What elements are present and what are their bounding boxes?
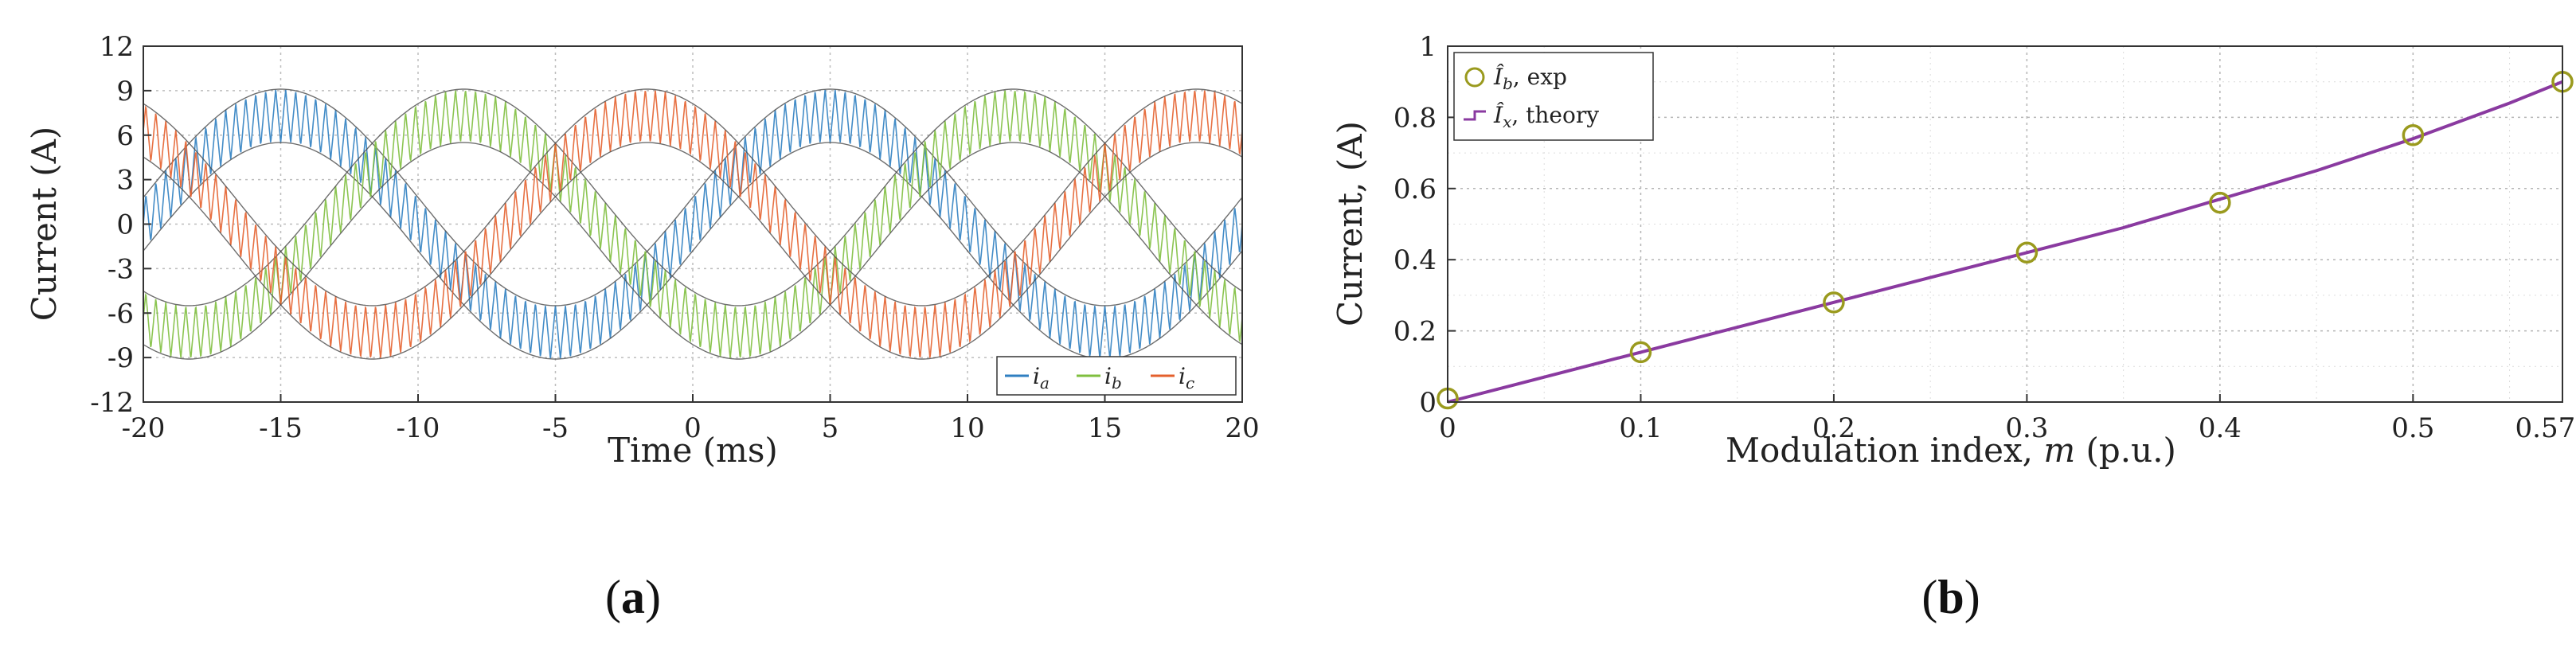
legend-ia-label: ia	[1033, 363, 1050, 392]
series-ic-envelope	[143, 88, 1243, 307]
plot-a-legend: ia ib ic	[996, 356, 1237, 396]
plot-b-curves	[1437, 70, 2574, 410]
plot-a-ytick-label: 3	[116, 165, 134, 197]
series-ia-line	[143, 89, 1243, 359]
plot-a-ytick-label: -3	[107, 253, 134, 285]
series-ib-exp-point	[1823, 291, 1845, 314]
panel-a: -20 -15 -10 -5 0 5 10 15 20 12 9 6 3 0 -3 -6 -9 -12 Time …	[25, 31, 1260, 623]
plot-b-xtick-label: 0.4	[2199, 412, 2242, 444]
plot-b-legend: Îb, exp Îx, theory	[1453, 52, 1654, 141]
legend-ic-label: ic	[1179, 363, 1194, 392]
series-ib-exp-point	[2015, 241, 2039, 264]
plot-a-ytick-label: 6	[116, 120, 134, 152]
plot-b-xtick-label: 0.2	[1812, 412, 1855, 444]
series-ib-exp-point	[1629, 341, 1652, 364]
legend-ib-label: ib	[1104, 363, 1122, 392]
series-ia-envelope	[143, 88, 1243, 307]
caption-a: (a)	[605, 571, 661, 623]
plot-a-ytick-label: -12	[90, 387, 134, 419]
plot-a-ytick-label: -9	[107, 342, 134, 374]
plot-a-ytick-label: 12	[100, 31, 134, 63]
series-ib-exp-point	[2209, 191, 2231, 214]
series-ia-envelope	[143, 142, 1243, 360]
plot-b-xlabel: Modulation index, m (p.u.)	[1726, 431, 2176, 470]
plot-b-ticks: 0 0.1 0.2 0.3 0.4 0.5 0.5774 0 0.2 0.4 0.6 0.8 1	[1394, 31, 2576, 444]
plot-b-ytick-label: 0	[1419, 387, 1437, 419]
series-ib-envelope	[143, 88, 1243, 307]
plot-b-ytick-label: 1	[1419, 31, 1437, 63]
plot-a-xtick-label: -10	[397, 412, 440, 444]
plot-a-ylabel: Current (A)	[25, 127, 64, 322]
legend-b-box	[1453, 52, 1654, 141]
plot-a-xtick-label: -20	[122, 412, 166, 444]
plot-a-ytick-label: -6	[107, 298, 134, 330]
plot-b-ytick-label: 0.2	[1394, 316, 1437, 348]
plot-a-xtick-label: 0	[684, 412, 702, 444]
plot-a-xtick-label: 15	[1088, 412, 1122, 444]
plot-b-ytick-label: 0.4	[1394, 244, 1437, 276]
legend-a-box	[996, 356, 1237, 396]
series-ib-line	[143, 90, 1243, 358]
series-ix-theory-line	[1447, 80, 2563, 404]
panel-b: 0 0.1 0.2 0.3 0.4 0.5 0.5774 0 0.2 0.4 0.6 0.8 1 Mod…	[1331, 31, 2576, 623]
series-ic-line	[143, 90, 1243, 358]
plot-b-xtick-label: 0.5774	[2515, 412, 2576, 444]
plot-b-ytick-label: 0.6	[1394, 174, 1437, 205]
plot-a-xtick-label: -5	[542, 412, 569, 444]
caption-b: (b)	[1921, 571, 1980, 623]
plot-b-xtick-label: 0.5	[2391, 412, 2434, 444]
plot-a-xtick-label: 20	[1225, 412, 1259, 444]
plot-b-ytick-label: 0.8	[1394, 102, 1437, 134]
legend-ix-theory-swatch	[1464, 110, 1486, 121]
plot-a-curves	[143, 88, 1243, 360]
legend-ib-exp-marker	[1464, 67, 1485, 88]
plot-b-xtick-label: 0	[1439, 412, 1456, 444]
plot-b-xtick-label: 0.1	[1619, 412, 1662, 444]
plot-a-ytick-label: 0	[116, 209, 134, 241]
plot-b-frame	[1447, 45, 2563, 403]
plot-b-xtick-label: 0.3	[2005, 412, 2048, 444]
series-ib-envelope	[143, 142, 1243, 360]
legend-ib-exp-label: Îb, exp	[1493, 64, 1567, 93]
plot-b-ylabel: Current, (A)	[1331, 121, 1370, 326]
series-ic-envelope	[143, 142, 1243, 360]
series-ib-exp-point	[2402, 124, 2425, 146]
plot-a-ticks: -20 -15 -10 -5 0 5 10 15 20 12 9 6 3 0 -3 -6 -9 -12	[90, 31, 1259, 444]
plot-a-xtick-label: -15	[259, 412, 303, 444]
legend-ix-theory-label: Îx, theory	[1493, 102, 1599, 131]
plot-a-xlabel: Time (ms)	[608, 431, 778, 470]
plot-a-ytick-label: 9	[116, 76, 134, 107]
plot-a-xtick-label: 5	[822, 412, 839, 444]
plot-a-xtick-label: 10	[950, 412, 984, 444]
